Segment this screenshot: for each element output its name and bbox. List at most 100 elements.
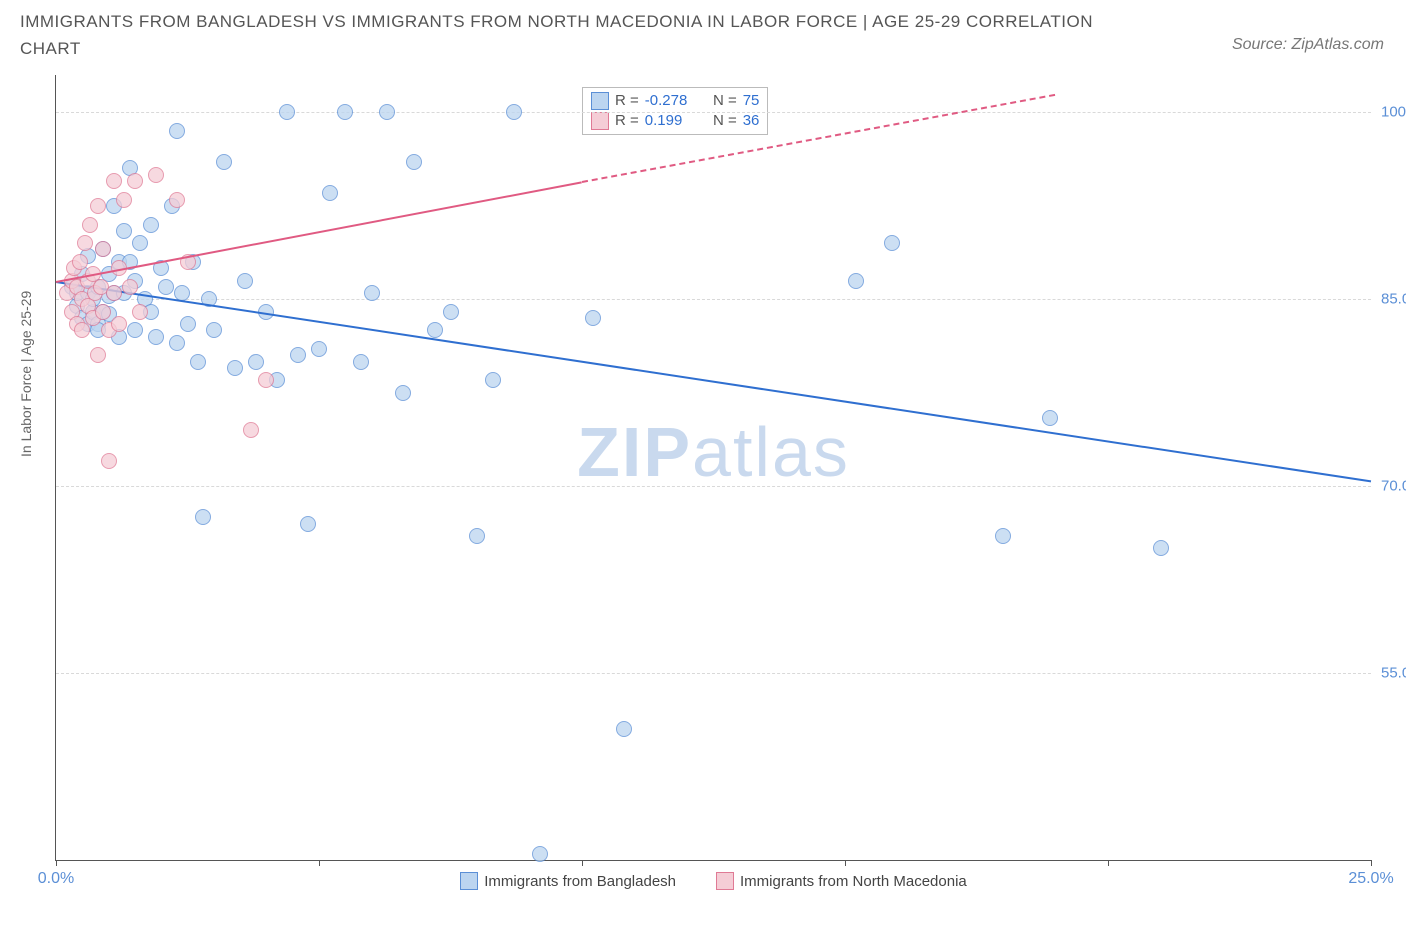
x-tick-label: 0.0% [38,870,74,888]
legend-r-value: 0.199 [645,112,697,129]
data-point [485,372,501,388]
data-point [72,254,88,270]
y-tick-label: 70.0% [1381,478,1406,495]
legend-swatch [716,872,734,890]
correlation-legend: R = -0.278 N = 75 R = 0.199 N = 36 [582,87,768,135]
data-point [337,104,353,120]
gridline [56,299,1371,300]
data-point [180,316,196,332]
trend-line [56,281,1371,482]
data-point [506,104,522,120]
data-point [279,104,295,120]
data-point [169,192,185,208]
x-tick-mark [582,860,583,866]
legend-swatch [460,872,478,890]
data-point [82,217,98,233]
series-legend: Immigrants from Bangladesh Immigrants fro… [56,872,1371,890]
legend-series-name: Immigrants from Bangladesh [484,873,676,890]
data-point [258,372,274,388]
legend-n-value: 75 [743,92,760,109]
data-point [90,198,106,214]
data-point [111,316,127,332]
legend-n-value: 36 [743,112,760,129]
data-point [106,173,122,189]
data-point [237,273,253,289]
data-point [300,516,316,532]
data-point [90,347,106,363]
title-line2: CHART [20,39,81,58]
gridline [56,673,1371,674]
legend-r-value: -0.278 [645,92,697,109]
x-tick-mark [1371,860,1372,866]
source-label: Source: ZipAtlas.com [1232,36,1384,54]
data-point [395,385,411,401]
data-point [1042,410,1058,426]
legend-swatch [591,92,609,110]
data-point [243,422,259,438]
data-point [248,354,264,370]
gridline [56,112,1371,113]
plot-area: ZIPatlas R =-0.278 N =75R =0.199 N =36 I… [55,75,1371,861]
x-tick-mark [1108,860,1109,866]
data-point [158,279,174,295]
data-point [884,235,900,251]
y-tick-label: 100.0% [1381,104,1406,121]
x-tick-label: 25.0% [1348,870,1393,888]
legend-swatch [591,112,609,130]
data-point [585,310,601,326]
data-point [101,453,117,469]
x-tick-mark [56,860,57,866]
legend-row: R = -0.278 N = 75 [589,91,761,111]
data-point [311,341,327,357]
legend-n-label: N = [713,92,737,109]
data-point [290,347,306,363]
data-point [143,217,159,233]
legend-item: Immigrants from North Macedonia [716,872,967,890]
data-point [206,322,222,338]
data-point [469,528,485,544]
data-point [227,360,243,376]
data-point [132,235,148,251]
data-point [127,173,143,189]
data-point [532,846,548,862]
x-tick-mark [845,860,846,866]
legend-n-label: N = [713,112,737,129]
data-point [364,285,380,301]
y-axis-label: In Labor Force | Age 25-29 [18,291,34,457]
data-point [379,104,395,120]
data-point [127,322,143,338]
y-tick-label: 85.0% [1381,291,1406,308]
data-point [132,304,148,320]
chart-title: IMMIGRANTS FROM BANGLADESH VS IMMIGRANTS… [20,8,1206,62]
legend-series-name: Immigrants from North Macedonia [740,873,967,890]
data-point [848,273,864,289]
watermark: ZIPatlas [577,412,850,492]
y-tick-label: 55.0% [1381,665,1406,682]
data-point [427,322,443,338]
data-point [148,329,164,345]
data-point [353,354,369,370]
data-point [169,123,185,139]
data-point [148,167,164,183]
data-point [195,509,211,525]
trend-line [56,181,582,283]
gridline [56,486,1371,487]
watermark-light: atlas [692,413,850,491]
data-point [116,192,132,208]
legend-r-label: R = [615,112,639,129]
data-point [106,285,122,301]
legend-item: Immigrants from Bangladesh [460,872,676,890]
data-point [443,304,459,320]
data-point [95,304,111,320]
data-point [322,185,338,201]
data-point [95,241,111,257]
data-point [116,223,132,239]
title-line1: IMMIGRANTS FROM BANGLADESH VS IMMIGRANTS… [20,12,1093,31]
data-point [216,154,232,170]
legend-r-label: R = [615,92,639,109]
data-point [995,528,1011,544]
legend-row: R = 0.199 N = 36 [589,111,761,131]
watermark-bold: ZIP [577,413,692,491]
x-tick-mark [319,860,320,866]
data-point [616,721,632,737]
